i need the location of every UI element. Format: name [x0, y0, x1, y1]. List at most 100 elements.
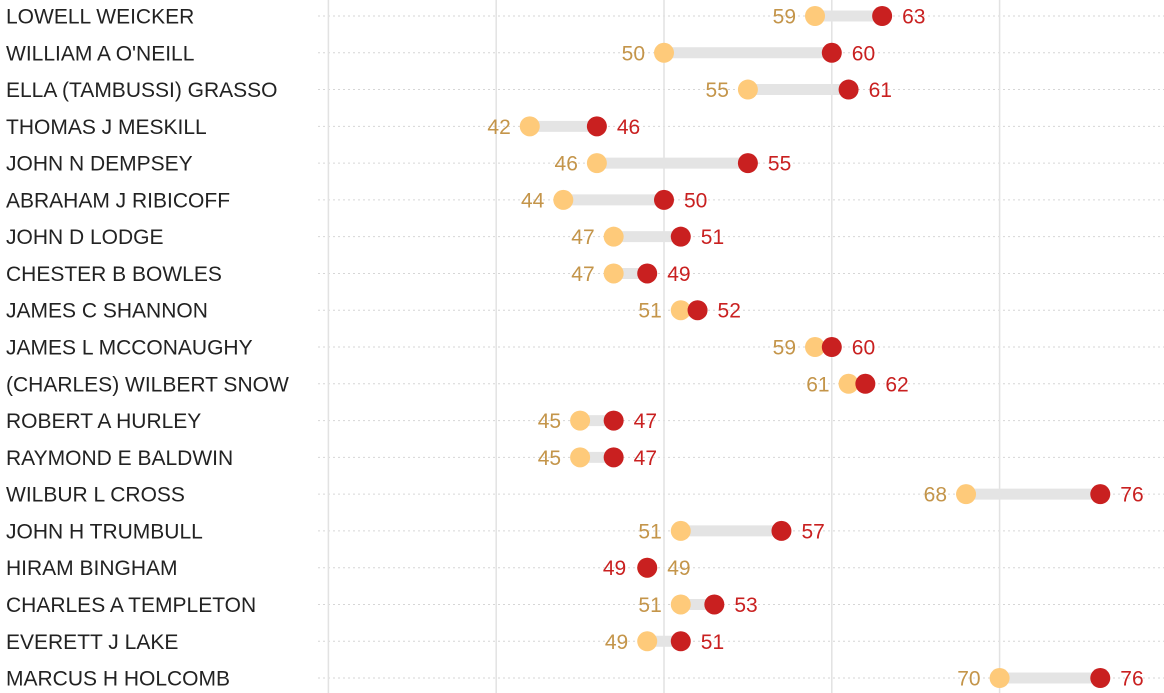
chart-row: CHESTER B BOWLES 47 49: [6, 263, 691, 286]
low-value-label: 51: [638, 594, 661, 617]
chart-row: JOHN D LODGE 47 51: [6, 226, 724, 249]
low-value-label: 70: [957, 668, 980, 691]
high-value-label: 63: [902, 6, 925, 29]
low-dot: [570, 447, 591, 468]
high-value-label: 53: [734, 594, 757, 617]
high-value-label: 61: [869, 79, 892, 102]
high-dot: [704, 594, 725, 615]
chart-row: CHARLES A TEMPLETON 51 53: [6, 594, 758, 617]
chart-row: (CHARLES) WILBERT SNOW 61 62: [6, 373, 909, 396]
low-dot: [670, 594, 691, 615]
row-label: ELLA (TAMBUSSI) GRASSO: [6, 79, 278, 102]
low-value-label: 44: [521, 189, 545, 212]
low-value-label: 61: [806, 373, 829, 396]
low-value-label: 47: [571, 263, 594, 286]
chart-row: HIRAM BINGHAM 49 49: [6, 557, 691, 580]
high-dot: [838, 79, 859, 100]
low-dot: [989, 668, 1010, 689]
low-dot: [603, 226, 624, 247]
high-value-label: 60: [852, 337, 875, 360]
high-value-label: 60: [852, 42, 875, 65]
low-dot: [637, 631, 658, 652]
row-label: EVERETT J LAKE: [6, 631, 178, 654]
low-value-label: 51: [638, 300, 661, 323]
chart-row: WILBUR L CROSS 68 76: [6, 484, 1144, 507]
high-dot: [603, 447, 624, 468]
high-value-label: 57: [801, 520, 824, 543]
row-label: HIRAM BINGHAM: [6, 557, 178, 580]
low-dot: [603, 263, 624, 284]
high-value-label: 50: [684, 189, 707, 212]
chart-row: ABRAHAM J RIBICOFF 44 50: [6, 189, 707, 212]
high-dot: [637, 263, 658, 284]
row-label: RAYMOND E BALDWIN: [6, 447, 233, 470]
row-label: JAMES L MCCONAUGHY: [6, 337, 253, 360]
chart-row: JOHN H TRUMBULL 51 57: [6, 520, 825, 543]
chart-row: JAMES L MCCONAUGHY 59 60: [6, 337, 875, 360]
high-value-label: 49: [603, 557, 626, 580]
chart-row: ROBERT A HURLEY 45 47: [6, 410, 657, 433]
low-value-label: 45: [538, 447, 561, 470]
high-dot: [670, 631, 691, 652]
high-dot: [1090, 668, 1111, 689]
high-dot: [654, 189, 674, 210]
row-label: WILBUR L CROSS: [6, 484, 185, 507]
high-value-label: 49: [667, 263, 690, 286]
low-value-label: 59: [773, 6, 796, 29]
high-dot: [687, 300, 708, 321]
low-value-label: 50: [622, 42, 645, 65]
row-label: JOHN D LODGE: [6, 226, 164, 249]
low-dot: [737, 79, 758, 100]
chart-row: JAMES C SHANNON 51 52: [6, 300, 741, 323]
low-dot: [956, 484, 977, 505]
low-dot: [519, 116, 540, 137]
high-value-label: 52: [718, 300, 741, 323]
chart-row: LOWELL WEICKER 59 63: [6, 6, 925, 29]
row-label: CHESTER B BOWLES: [6, 263, 222, 286]
high-dot: [821, 337, 842, 358]
chart-row: ELLA (TAMBUSSI) GRASSO 55 61: [6, 79, 892, 102]
row-label: JOHN N DEMPSEY: [6, 153, 193, 176]
low-value-label: 47: [571, 226, 594, 249]
low-value-label: 45: [538, 410, 561, 433]
low-dot: [838, 373, 859, 394]
high-value-label: 76: [1120, 484, 1143, 507]
low-dot: [553, 189, 574, 210]
row-label: THOMAS J MESKILL: [6, 116, 207, 139]
low-dot: [586, 153, 607, 174]
high-dot: [586, 116, 607, 137]
low-dot: [670, 520, 691, 541]
low-value-label: 49: [667, 557, 690, 580]
high-dot: [872, 6, 893, 26]
high-dot: [603, 410, 624, 431]
high-value-label: 51: [701, 631, 724, 654]
row-label: ROBERT A HURLEY: [6, 410, 201, 433]
high-dot: [670, 226, 691, 247]
high-value-label: 55: [768, 153, 791, 176]
row-label: LOWELL WEICKER: [6, 6, 194, 29]
high-dot: [637, 557, 658, 578]
low-value-label: 68: [924, 484, 947, 507]
chart-row: WILLIAM A O'NEILL 50 60: [6, 42, 875, 65]
row-label: JOHN H TRUMBULL: [6, 520, 203, 543]
row-label: MARCUS H HOLCOMB: [6, 668, 230, 691]
high-value-label: 62: [885, 373, 908, 396]
low-value-label: 51: [638, 520, 661, 543]
chart-row: RAYMOND E BALDWIN 45 47: [6, 447, 657, 470]
low-dot: [805, 6, 826, 26]
row-label: (CHARLES) WILBERT SNOW: [6, 373, 289, 396]
high-dot: [1090, 484, 1111, 505]
high-value-label: 46: [617, 116, 640, 139]
low-dot: [805, 337, 826, 358]
low-value-label: 55: [706, 79, 729, 102]
chart-row: THOMAS J MESKILL 42 46: [6, 116, 640, 139]
high-value-label: 47: [634, 410, 657, 433]
row-label: WILLIAM A O'NEILL: [6, 42, 194, 65]
low-value-label: 49: [605, 631, 628, 654]
low-value-label: 59: [773, 337, 796, 360]
row-label: ABRAHAM J RIBICOFF: [6, 189, 230, 212]
low-value-label: 46: [555, 153, 578, 176]
high-value-label: 76: [1120, 668, 1143, 691]
high-dot: [737, 153, 758, 174]
